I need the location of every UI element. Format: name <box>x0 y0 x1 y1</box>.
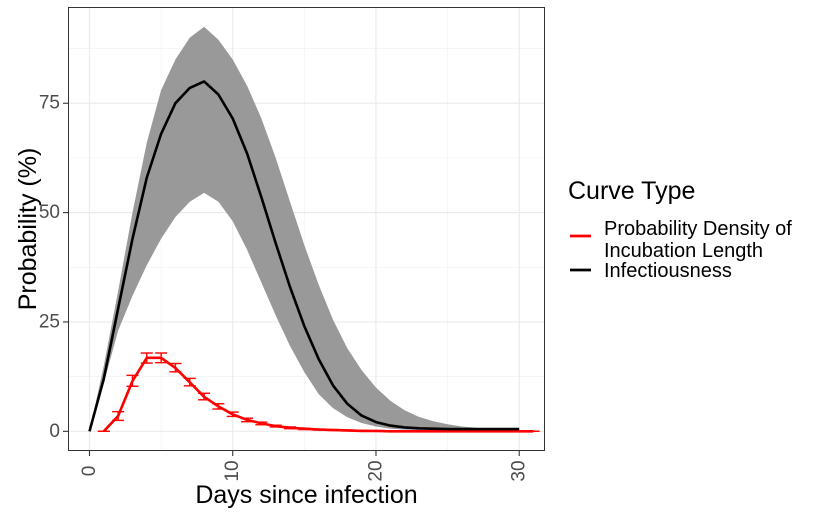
y-tick-label: 50 <box>39 202 60 223</box>
y-axis-title: Probability (%) <box>14 148 42 311</box>
y-tick-label: 75 <box>39 93 60 114</box>
y-tick-label: 0 <box>49 421 60 442</box>
x-tick-label: 30 <box>509 460 530 481</box>
x-tick-label: 0 <box>79 466 100 477</box>
x-axis: 0 10 20 30 <box>79 451 530 482</box>
y-tick-label: 25 <box>39 311 60 332</box>
series-line-1 <box>88 80 520 432</box>
infectiousness-band <box>89 26 520 432</box>
grid-major <box>68 7 545 451</box>
legend-label: Infectiousness <box>604 260 732 282</box>
y-axis: 0 25 50 75 <box>39 93 68 442</box>
legend: Curve Type Probability Density ofIncubat… <box>568 177 792 282</box>
legend-label: Incubation Length <box>604 240 763 262</box>
legend-label: Probability Density of <box>604 218 792 240</box>
legend-title: Curve Type <box>568 177 695 205</box>
plot-border <box>68 7 545 451</box>
error-bars <box>97 352 540 433</box>
confidence-bands <box>89 26 520 432</box>
x-tick-label: 20 <box>365 460 386 481</box>
x-axis-title: Days since infection <box>195 481 417 509</box>
x-tick-label: 10 <box>222 460 243 481</box>
